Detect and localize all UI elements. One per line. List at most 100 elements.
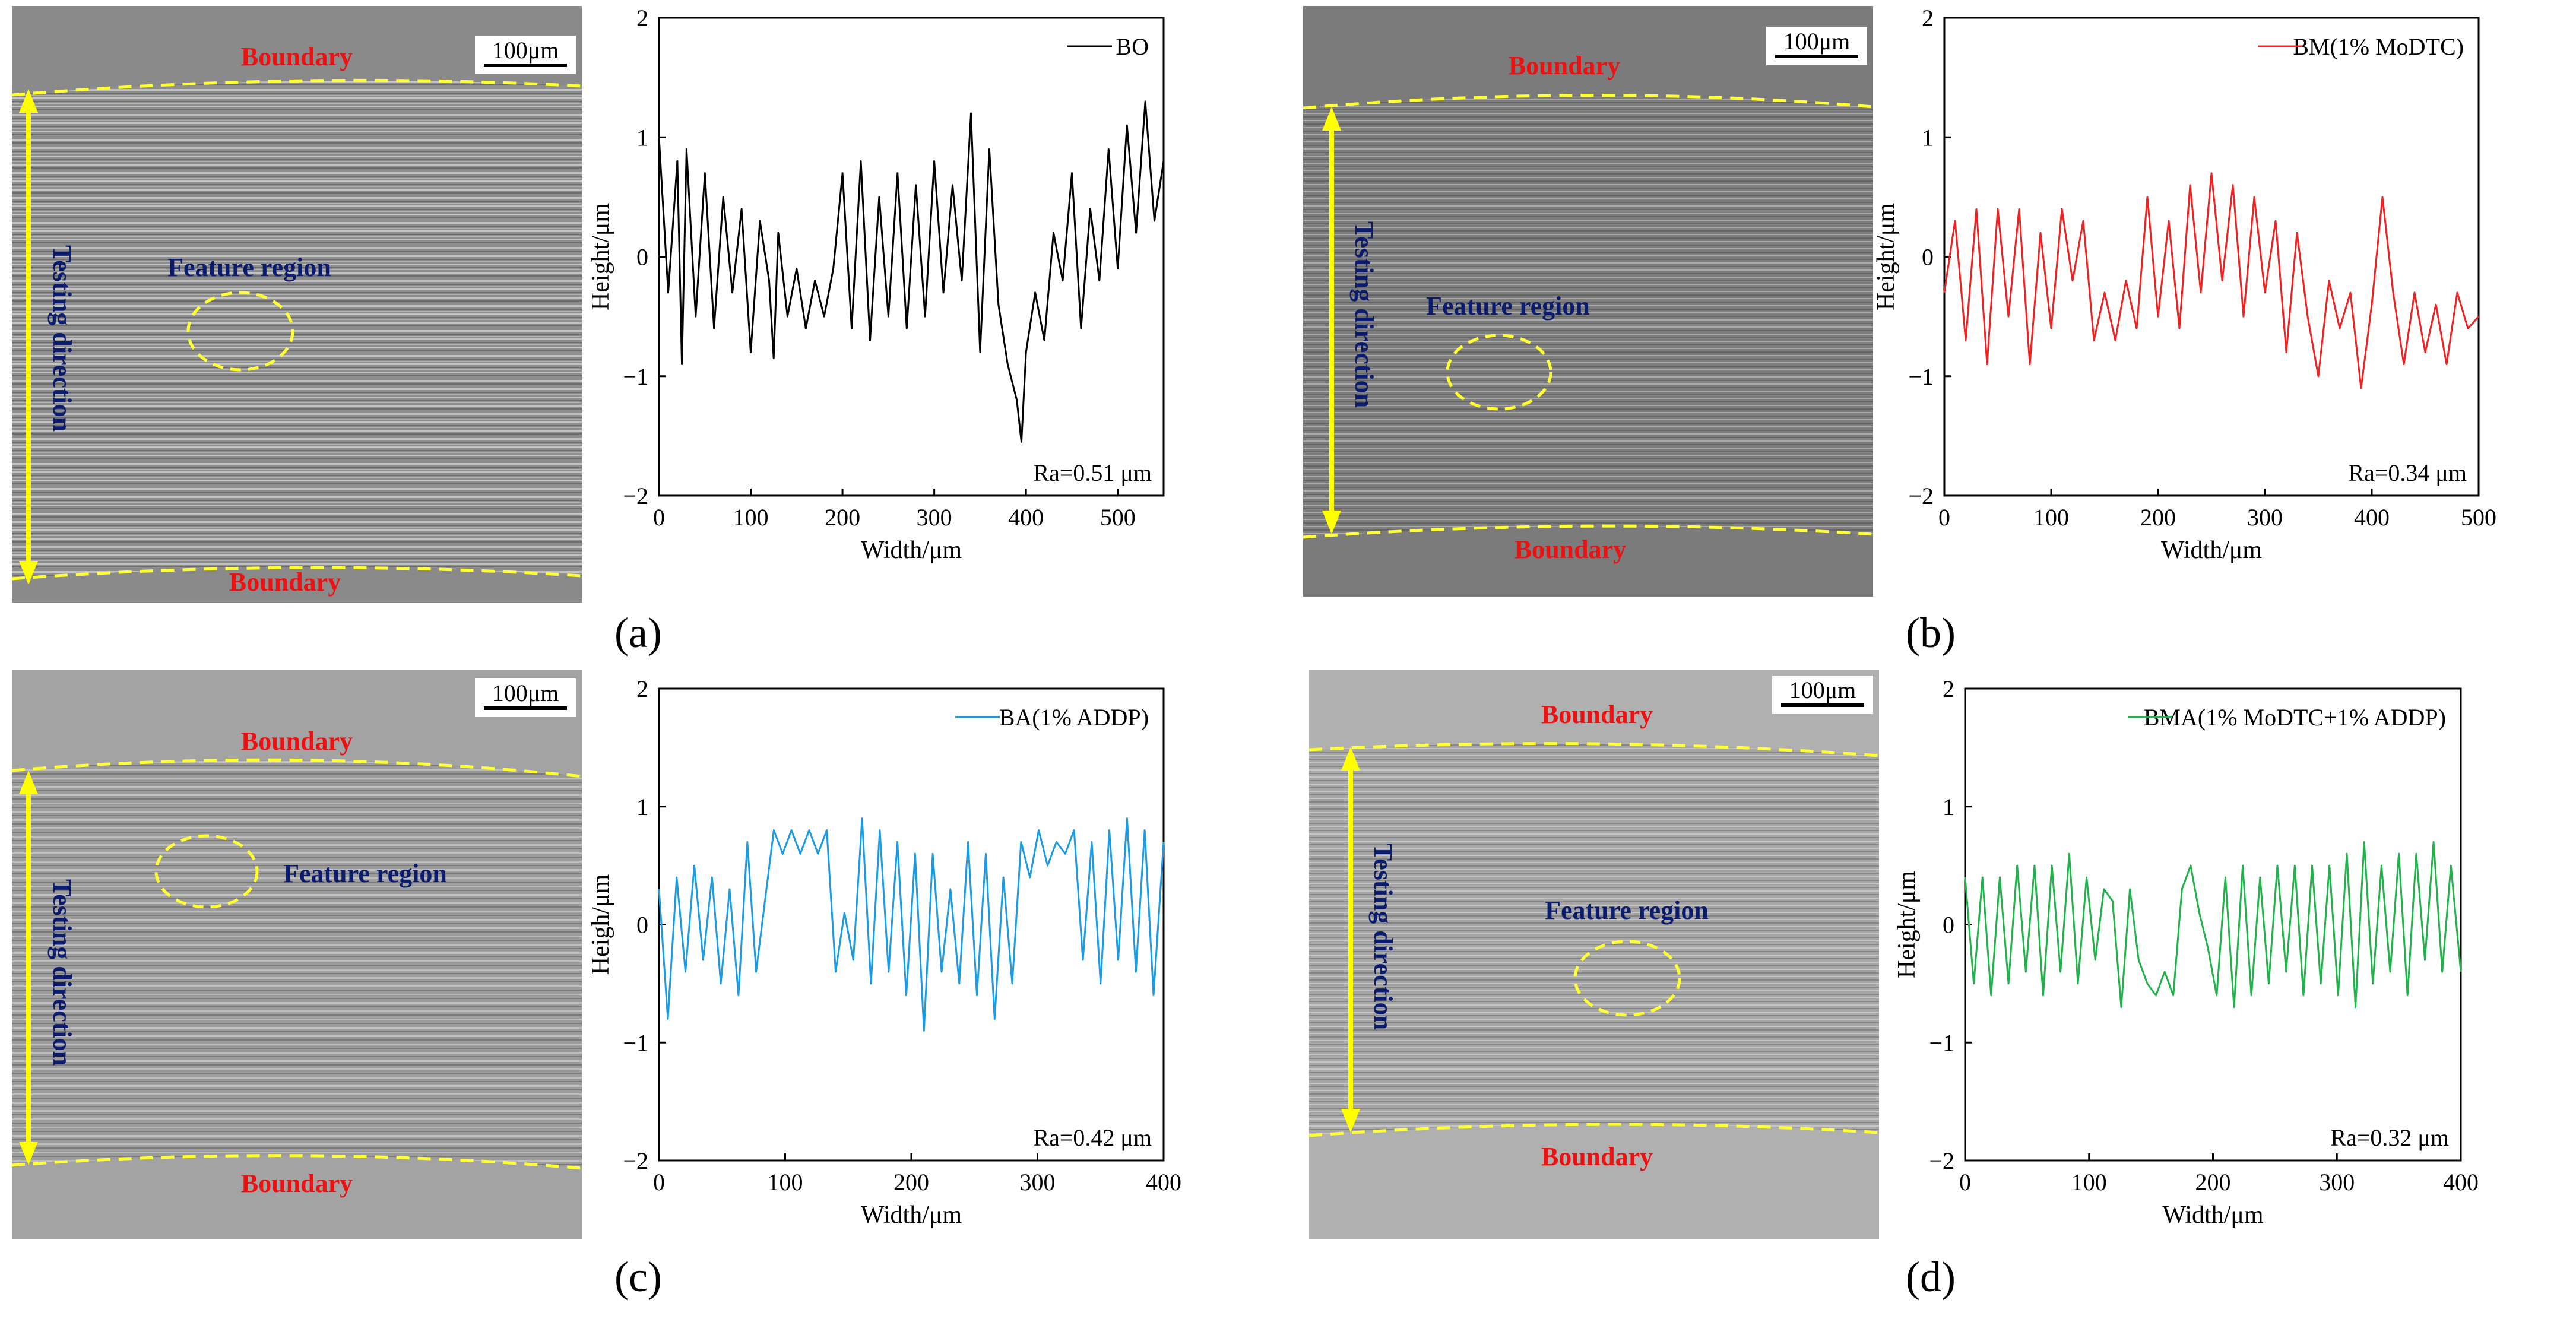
feature-region-label: Feature region xyxy=(167,253,331,282)
y-axis-label: Heigh/μm xyxy=(587,874,614,975)
x-tick-label: 200 xyxy=(825,504,860,531)
y-tick-label: −1 xyxy=(623,1029,648,1056)
x-tick-label: 0 xyxy=(653,504,665,531)
sem-image-graphic-d: 100μm Boundary Boundary Feature region T… xyxy=(1309,670,1879,1239)
y-tick-label: 1 xyxy=(636,794,648,820)
x-tick-label: 200 xyxy=(893,1169,929,1196)
boundary-label-bottom: Boundary xyxy=(229,567,341,597)
boundary-label-top: Boundary xyxy=(1541,700,1653,729)
y-tick-label: −2 xyxy=(1908,483,1934,509)
x-tick-label: 200 xyxy=(2195,1169,2231,1196)
sem-image-graphic-a: 100μm Boundary Boundary Feature region T… xyxy=(12,6,582,603)
x-tick-label: 300 xyxy=(1020,1169,1056,1196)
series-line xyxy=(658,100,1165,443)
sem-image-graphic-b: 100μm Boundary Boundary Feature region T… xyxy=(1303,6,1873,597)
series-line xyxy=(1943,172,2480,389)
series-line xyxy=(1964,841,2462,1009)
y-tick-label: −2 xyxy=(623,1147,648,1174)
x-tick-label: 0 xyxy=(1938,504,1950,531)
boundary-line-bottom xyxy=(12,566,582,581)
x-tick-label: 400 xyxy=(2354,504,2390,531)
feature-region-label: Feature region xyxy=(1426,291,1590,321)
testing-direction-label: Testing direction xyxy=(1349,221,1379,408)
x-tick-label: 300 xyxy=(917,504,952,531)
sem-image-a: 100μm Boundary Boundary Feature region T… xyxy=(12,6,582,603)
scale-label: 100μm xyxy=(492,680,559,706)
ra-annotation: Ra=0.32 μm xyxy=(2330,1124,2449,1151)
legend-label: BO xyxy=(1116,33,1149,60)
scale-bar-box xyxy=(475,678,576,717)
feature-region-label: Feature region xyxy=(1545,896,1709,925)
y-tick-label: 0 xyxy=(636,244,648,271)
x-tick-label: 100 xyxy=(2071,1169,2107,1196)
ra-annotation: Ra=0.42 μm xyxy=(1033,1124,1152,1151)
boundary-label-top: Boundary xyxy=(241,42,353,71)
panel-label-a: (a) xyxy=(614,609,662,657)
feature-region-ellipse xyxy=(154,834,259,909)
y-tick-label: 0 xyxy=(1943,912,1954,938)
ra-annotation: Ra=0.34 μm xyxy=(2348,459,2467,486)
x-axis-label: Width/μm xyxy=(861,1201,962,1229)
y-tick-label: −1 xyxy=(1908,363,1934,390)
panel-label-c: (c) xyxy=(614,1253,662,1301)
x-tick-label: 400 xyxy=(1008,504,1044,531)
x-tick-label: 100 xyxy=(2033,504,2069,531)
x-axis-label: Width/μm xyxy=(861,537,962,564)
y-axis-label: Height/μm xyxy=(1893,871,1921,978)
y-tick-label: −2 xyxy=(1929,1147,1954,1174)
sem-image-d: 100μm Boundary Boundary Feature region T… xyxy=(1309,670,1879,1239)
x-tick-label: 400 xyxy=(1146,1169,1181,1196)
legend-label: BMA(1% MoDTC+1% ADDP) xyxy=(2144,704,2446,731)
ra-annotation: Ra=0.51 μm xyxy=(1033,459,1152,486)
plot-frame xyxy=(1943,17,2480,497)
legend-label: BM(1% MoDTC) xyxy=(2293,33,2464,60)
boundary-line-top xyxy=(12,78,582,97)
x-tick-label: 100 xyxy=(733,504,769,531)
y-tick-label: 0 xyxy=(636,912,648,938)
scale-bar-box xyxy=(1766,27,1867,65)
y-tick-label: −2 xyxy=(623,483,648,509)
profile-chart-b: 0 100 200 300 400 500 −2 −1 0 1 2 Width/μm Height/μm… xyxy=(1872,5,2496,564)
y-axis-label: Height/μm xyxy=(1872,203,1900,310)
feature-region-ellipse xyxy=(1446,334,1552,411)
series-line xyxy=(658,817,1165,1032)
x-tick-label: 200 xyxy=(2140,504,2176,531)
y-axis-label: Height/μm xyxy=(587,203,614,310)
boundary-label-bottom: Boundary xyxy=(1514,535,1626,564)
sem-image-b: 100μm Boundary Boundary Feature region T… xyxy=(1303,6,1873,597)
x-tick-label: 300 xyxy=(2247,504,2283,531)
scale-bar-box xyxy=(475,36,576,74)
y-tick-label: 2 xyxy=(1943,676,1954,702)
profile-chart-c: 0 100 200 300 400 −2 −1 0 1 2 Width/μm Heigh/μm BA(1… xyxy=(587,676,1181,1229)
y-tick-label: −1 xyxy=(1929,1029,1954,1056)
x-tick-label: 0 xyxy=(653,1169,665,1196)
x-tick-label: 100 xyxy=(768,1169,803,1196)
y-tick-label: 1 xyxy=(1922,124,1934,151)
y-tick-label: 2 xyxy=(636,5,648,31)
y-tick-label: 1 xyxy=(1943,794,1954,820)
x-tick-label: 500 xyxy=(1100,504,1136,531)
feature-region-label: Feature region xyxy=(283,859,447,888)
x-axis-label: Width/μm xyxy=(2161,537,2262,564)
scale-label: 100μm xyxy=(492,37,559,64)
boundary-label-bottom: Boundary xyxy=(241,1169,353,1198)
scale-label: 100μm xyxy=(1789,677,1856,703)
testing-direction-label: Testing direction xyxy=(47,245,77,432)
x-tick-label: 500 xyxy=(2461,504,2496,531)
boundary-label-top: Boundary xyxy=(241,727,353,756)
arrow-head-down xyxy=(19,561,38,585)
profile-chart-d: 0 100 200 300 400 −2 −1 0 1 2 Width/μm Height/μm BMA… xyxy=(1893,676,2479,1229)
boundary-label-top: Boundary xyxy=(1509,51,1620,80)
boundary-label-bottom: Boundary xyxy=(1541,1142,1653,1171)
x-tick-label: 0 xyxy=(1959,1169,1971,1196)
testing-direction-label: Testing direction xyxy=(47,879,77,1066)
x-tick-label: 400 xyxy=(2443,1169,2479,1196)
scale-bar-box xyxy=(1772,676,1873,714)
profile-chart-a: 0 100 200 300 400 500 −2 −1 0 1 2 Width/μm Height/μm… xyxy=(587,5,1165,564)
arrow-head-up xyxy=(19,89,38,113)
sem-image-c: 100μm Boundary Boundary Feature region T… xyxy=(12,670,582,1239)
y-tick-label: 0 xyxy=(1922,244,1934,271)
y-tick-label: 2 xyxy=(1922,5,1934,31)
legend-label: BA(1% ADDP) xyxy=(999,704,1149,731)
sem-image-graphic-c: 100μm Boundary Boundary Feature region T… xyxy=(12,670,582,1239)
